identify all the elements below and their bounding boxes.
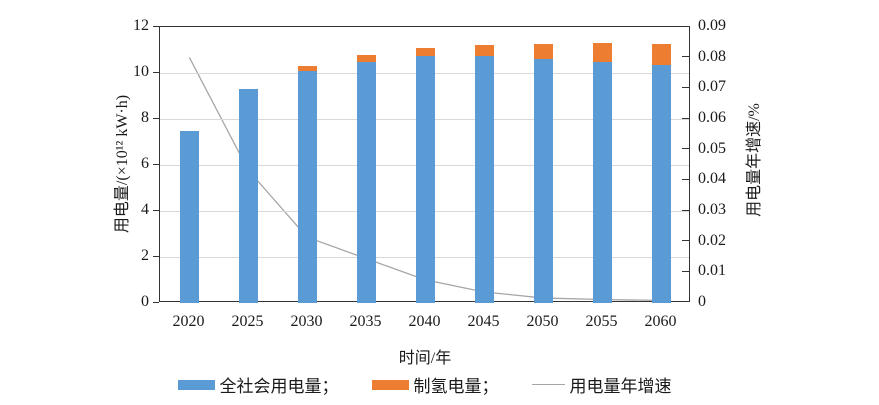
legend-label-growth-rate: 用电量年增速 (569, 377, 672, 396)
legend-item-growth-rate: 用电量年增速 (531, 372, 672, 397)
right-axis-tick (682, 86, 689, 88)
legend-label-total-consumption: 全社会用电量； (219, 377, 339, 396)
bar-hydrogen (652, 44, 671, 65)
left-axis-tick (153, 209, 159, 211)
left-axis-tick (153, 301, 159, 303)
right-axis-tick-label: 0.09 (698, 17, 726, 34)
x-axis-tick-label: 2035 (349, 313, 382, 330)
bar-total-consumption (652, 64, 671, 303)
right-axis-tick (682, 240, 689, 242)
left-axis-tick-label: 12 (133, 17, 149, 34)
bar-total-consumption (180, 130, 199, 303)
right-axis-title: 用电量年增速/% (746, 103, 763, 217)
right-axis-tick-label: 0.07 (698, 78, 726, 96)
bar-hydrogen (416, 47, 435, 56)
legend-label-hydrogen: 制氢电量； (413, 377, 499, 396)
legend-item-hydrogen: 制氢电量； (371, 372, 499, 397)
right-axis-tick-label: 0.08 (698, 47, 726, 65)
plot-area (159, 26, 690, 303)
bar-total-consumption (357, 61, 376, 303)
left-axis-tick (153, 71, 159, 73)
legend: 全社会用电量； 制氢电量； 用电量年增速 (159, 372, 690, 397)
left-axis-tick-label: 0 (141, 293, 149, 310)
legend-swatch-hydrogen (371, 379, 409, 390)
left-axis-tick (153, 163, 159, 165)
bar-total-consumption (298, 70, 317, 303)
x-axis-tick-label: 2055 (585, 313, 618, 330)
right-axis-tick (682, 56, 689, 58)
legend-swatch-total-consumption (177, 379, 215, 390)
bar-hydrogen (534, 44, 553, 60)
x-axis-tick-label: 2060 (644, 313, 677, 330)
right-axis-tick-label: 0.01 (698, 262, 726, 280)
left-axis-tick-label: 4 (141, 201, 149, 218)
left-axis-tick-label: 10 (133, 63, 149, 80)
left-axis-tick-label: 8 (141, 109, 149, 126)
legend-item-total-consumption: 全社会用电量； (177, 372, 339, 397)
bar-hydrogen (593, 43, 612, 62)
x-axis-title: 时间/年 (398, 350, 452, 367)
right-axis-tick-label: 0.04 (698, 170, 726, 188)
x-axis-tick-label: 2025 (231, 313, 264, 330)
right-axis-tick-label: 0.06 (698, 109, 726, 126)
bar-hydrogen (298, 66, 317, 71)
left-axis-tick (153, 25, 159, 27)
right-axis-tick-label: 0.03 (698, 201, 726, 218)
left-axis-tick-label: 6 (141, 155, 149, 172)
right-axis-tick (682, 178, 689, 180)
x-axis-tick-label: 2045 (467, 313, 500, 330)
bar-total-consumption (534, 59, 553, 303)
right-axis-tick (682, 148, 689, 150)
x-axis-tick-label: 2040 (408, 313, 441, 330)
right-axis-tick-label: 0 (698, 293, 706, 310)
left-axis-tick (153, 255, 159, 257)
bar-total-consumption (593, 61, 612, 303)
left-axis-tick-label: 2 (141, 247, 149, 264)
right-axis-tick (682, 117, 689, 119)
bar-total-consumption (416, 55, 435, 303)
legend-swatch-growth-rate (531, 384, 565, 385)
x-axis-tick-label: 2050 (526, 313, 559, 330)
bar-total-consumption (239, 89, 258, 303)
right-axis-tick-label: 0.05 (698, 139, 726, 157)
x-axis-tick-label: 2020 (172, 313, 205, 330)
x-axis-tick-label: 2030 (290, 313, 323, 330)
right-axis-tick-label: 0.02 (698, 231, 726, 249)
bar-total-consumption (475, 55, 494, 303)
bar-hydrogen (357, 54, 376, 62)
right-axis-tick (682, 270, 689, 272)
bar-hydrogen (475, 45, 494, 56)
right-axis-tick (682, 209, 689, 211)
left-axis-tick (153, 117, 159, 119)
